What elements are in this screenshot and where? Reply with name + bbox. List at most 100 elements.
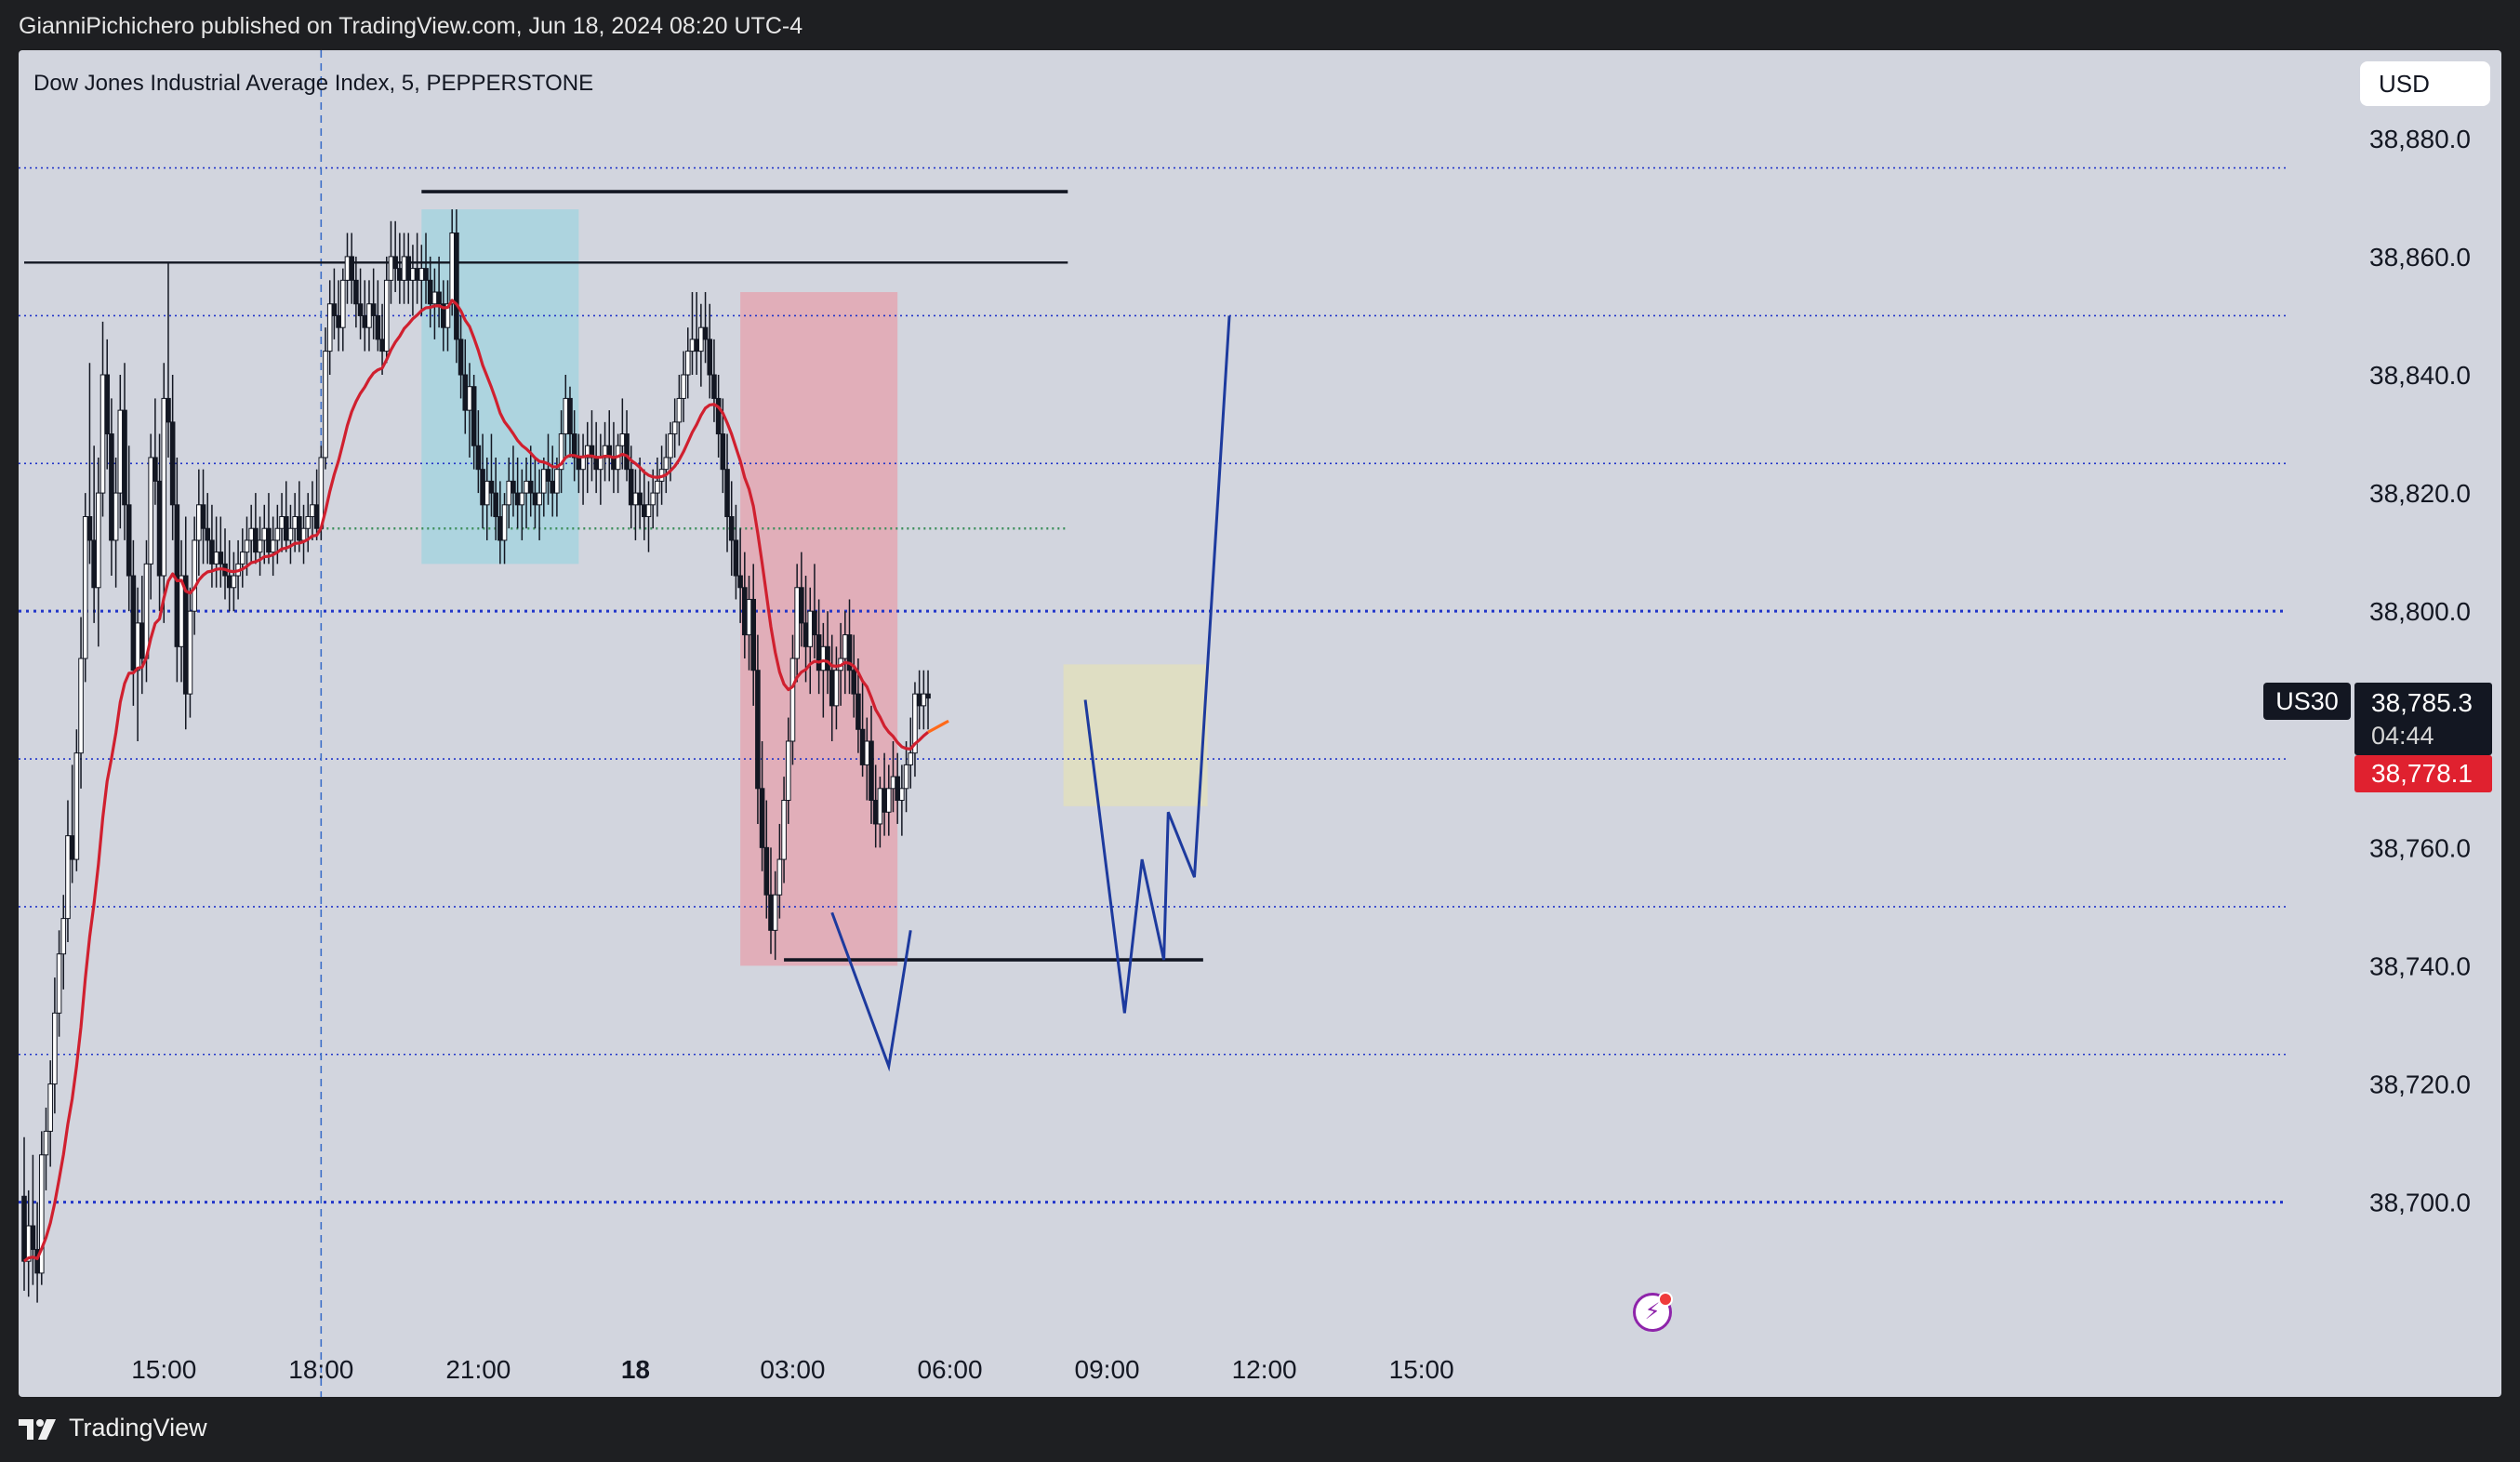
candle-body	[637, 492, 643, 506]
candle-body	[297, 516, 302, 541]
candle-body	[205, 527, 211, 541]
candle-body	[842, 634, 848, 659]
y-tick-label: 38,840.0	[2369, 361, 2471, 390]
x-tick-label: 12:00	[1232, 1355, 1297, 1384]
y-tick-label: 38,860.0	[2369, 243, 2471, 272]
candle-body	[405, 256, 412, 281]
candle-body	[261, 527, 268, 541]
y-tick-label: 38,700.0	[2369, 1189, 2471, 1217]
candle-body	[200, 504, 206, 529]
candle-body	[283, 516, 289, 541]
candle-body	[506, 480, 512, 506]
candle-body	[47, 1083, 53, 1132]
candle-body	[537, 492, 542, 506]
candle-body	[253, 527, 259, 553]
chart-pane[interactable]: 38,880.0 38,860.0 38,840.0 38,820.0 38,800.0…	[19, 50, 2501, 1397]
candle-body	[427, 279, 433, 305]
candle-body	[789, 658, 796, 742]
candle-body	[248, 527, 254, 541]
candle-body	[436, 291, 442, 305]
candle-body	[527, 480, 534, 494]
candle-body	[890, 776, 896, 790]
candle-body	[78, 658, 84, 754]
candle-body	[444, 303, 451, 328]
y-tick-label: 38,720.0	[2369, 1070, 2471, 1099]
ema-price-tag: 38,778.1	[2354, 755, 2492, 792]
candle-body	[357, 303, 364, 316]
candle-body	[126, 504, 132, 577]
y-tick-label: 38,820.0	[2369, 479, 2471, 508]
candle-body	[431, 291, 438, 305]
candle-body	[480, 469, 485, 506]
bar-countdown: 04:44	[2371, 722, 2434, 750]
candle-body	[82, 516, 88, 659]
candle-body	[511, 480, 516, 494]
candle-body	[869, 740, 874, 802]
candle-body	[366, 303, 372, 328]
candle-body	[287, 527, 294, 541]
candle-body	[397, 268, 403, 281]
y-tick-label: 38,740.0	[2369, 951, 2471, 980]
candle-body	[750, 598, 757, 671]
candle-body	[488, 480, 495, 494]
y-tick-label: 38,800.0	[2369, 597, 2471, 626]
x-tick-label: 03:00	[760, 1355, 825, 1384]
candle-body	[720, 433, 726, 471]
candle-body	[733, 539, 739, 577]
candle-body	[684, 351, 691, 376]
candle-body	[196, 504, 202, 541]
tradingview-logo[interactable]: TradingView	[19, 1414, 207, 1442]
candle-body	[833, 670, 840, 707]
candle-body	[471, 386, 477, 446]
price-chart[interactable]: 38,880.0 38,860.0 38,840.0 38,820.0 38,800.0…	[19, 50, 2501, 1397]
candle-body	[449, 233, 455, 305]
candle-body	[169, 421, 176, 506]
alert-icon[interactable]: ⚡	[1633, 1292, 1673, 1332]
candle-body	[598, 457, 603, 471]
candle-body	[326, 303, 333, 352]
candle-body	[829, 670, 835, 707]
currency-button[interactable]: USD	[2360, 61, 2490, 106]
candle-body	[642, 504, 647, 518]
candle-body	[467, 386, 472, 411]
candle-body	[313, 504, 320, 529]
candle-body	[497, 516, 503, 541]
candle-body	[493, 492, 498, 518]
projection-path-line	[1083, 315, 1231, 1014]
candle-body	[21, 1195, 27, 1262]
candle-body	[130, 575, 137, 671]
candle-body	[916, 693, 922, 707]
candle-body	[182, 575, 189, 695]
candle-body	[257, 539, 263, 553]
candle-body	[846, 634, 853, 671]
candle-body	[274, 527, 281, 541]
candle-body	[912, 693, 918, 754]
publisher-line: GianniPichichero published on TradingVie…	[19, 13, 803, 39]
candle-body	[266, 527, 272, 553]
candle-body	[423, 268, 429, 281]
candle-body	[292, 516, 298, 529]
candle-body	[514, 492, 521, 506]
candle-body	[799, 587, 804, 624]
candle-body	[671, 421, 678, 435]
candle-body	[558, 433, 564, 471]
candle-body	[908, 752, 914, 765]
candle-body	[353, 279, 359, 305]
candle-body	[807, 610, 814, 647]
symbol-title: Dow Jones Industrial Average Index, 5, P…	[33, 71, 594, 96]
candle-body	[213, 552, 219, 565]
candle-body	[300, 527, 307, 541]
candle-body	[545, 469, 551, 482]
candle-body	[816, 634, 822, 671]
candle-body	[209, 539, 215, 565]
candle-body	[96, 492, 101, 589]
candle-body	[161, 397, 167, 577]
candle-body	[501, 504, 508, 541]
candle-body	[885, 788, 892, 813]
candle-body	[628, 469, 634, 506]
candle-body	[895, 776, 900, 802]
candle-body	[69, 835, 75, 860]
candle-body	[117, 409, 124, 494]
projection-v-line	[830, 911, 912, 1072]
candle-body	[550, 480, 555, 494]
